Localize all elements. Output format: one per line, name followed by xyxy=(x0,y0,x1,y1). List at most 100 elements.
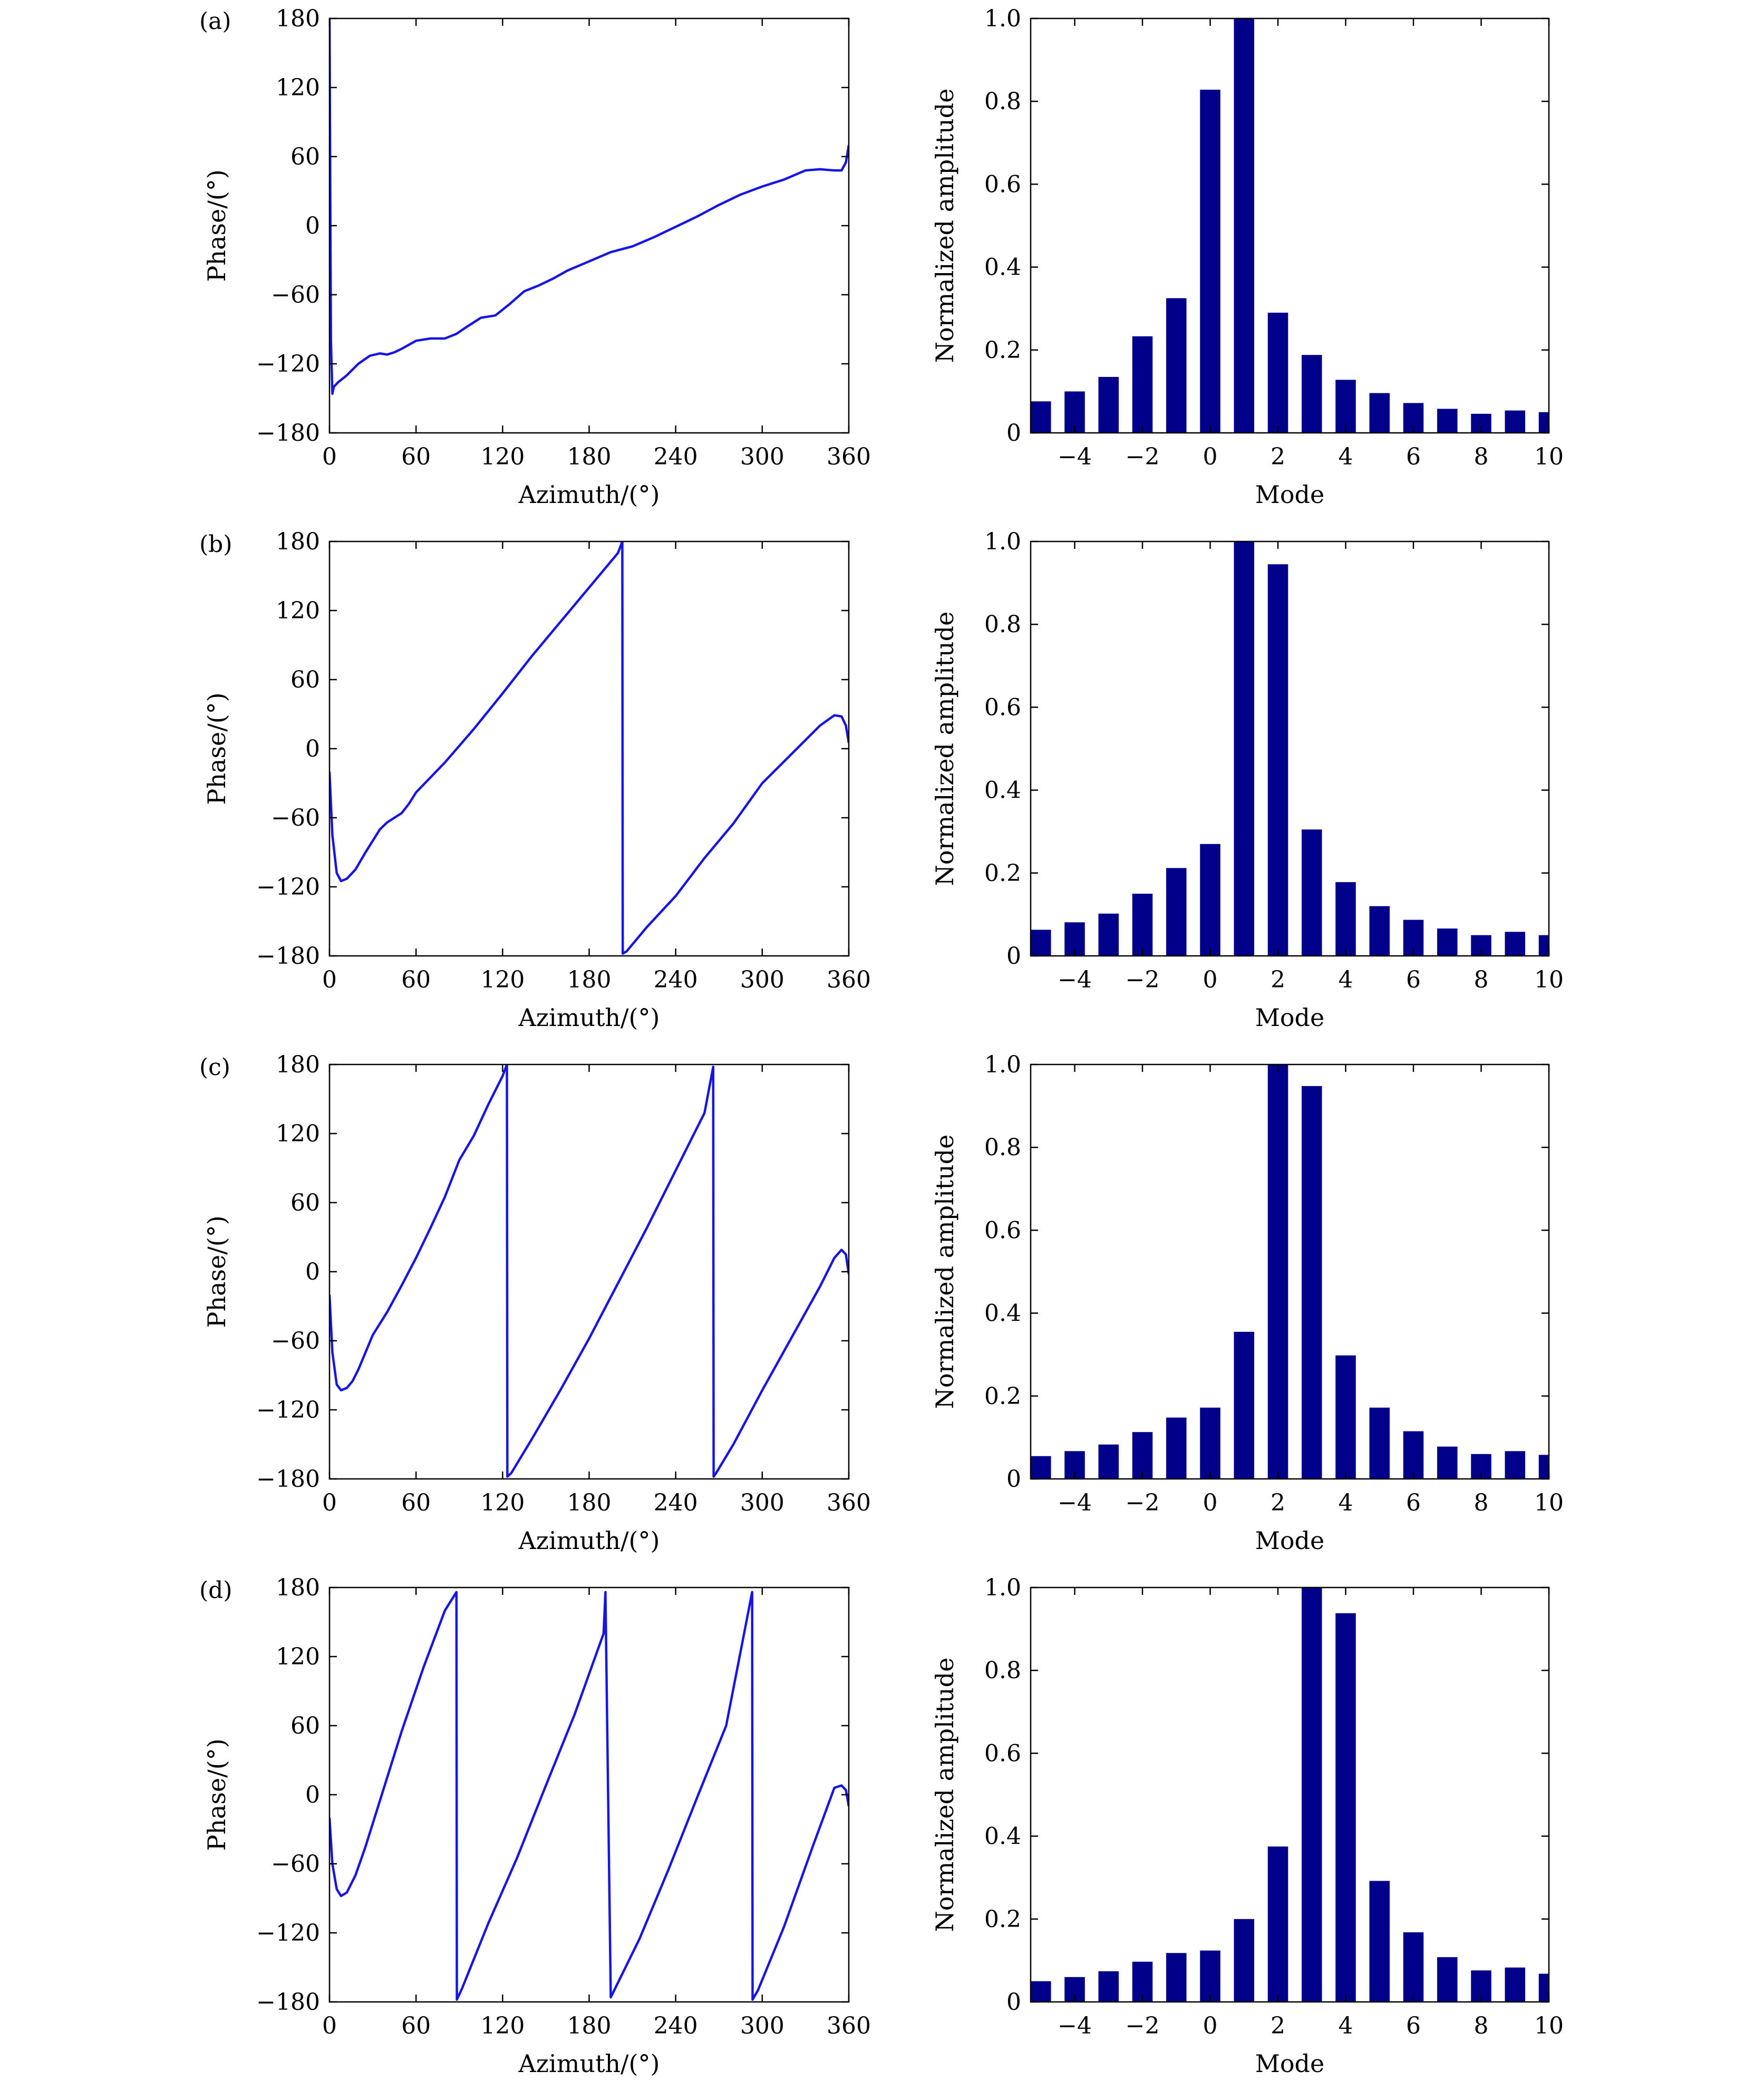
y-tick-label: −120 xyxy=(256,1920,320,1947)
y-tick-label: 0.8 xyxy=(984,611,1021,638)
x-tick-label: 180 xyxy=(567,1489,612,1516)
bar-chart-1: −4 −2 0 2 4 6 8 10 0 0.2 0.4 0.6 0.8 1.0 Mode Normalize… xyxy=(931,528,1564,1032)
x-axis-title: Mode xyxy=(1255,480,1324,509)
bar-mode--2 xyxy=(1132,894,1153,956)
bars xyxy=(1031,18,1549,433)
bar-mode-9 xyxy=(1505,1967,1526,2002)
bar-mode-1 xyxy=(1234,1331,1255,1479)
bar-chart-3: −4 −2 0 2 4 6 8 10 0 0.2 0.4 0.6 0.8 1.0 Mode Normalize… xyxy=(931,1574,1564,2078)
bar-mode-7 xyxy=(1437,1446,1458,1479)
y-tick-label: −120 xyxy=(256,351,320,378)
panel-label: (d) xyxy=(199,1577,232,1604)
bar-mode-9 xyxy=(1505,410,1526,433)
bar-mode-3 xyxy=(1301,1086,1322,1479)
bar-mode-5 xyxy=(1369,1881,1390,2002)
x-axis-title: Azimuth/(°) xyxy=(518,1003,660,1032)
plot-frame xyxy=(328,1063,850,1480)
y-tick-label: 0.2 xyxy=(984,337,1021,364)
x-tick-label: 8 xyxy=(1474,1489,1489,1516)
bar-mode--3 xyxy=(1098,1444,1119,1479)
y-tick-label: 0.2 xyxy=(984,860,1021,887)
bar-mode-0 xyxy=(1200,1950,1220,2002)
plot-frame xyxy=(328,1586,850,2003)
x-tick-label: 360 xyxy=(827,443,871,470)
x-tick-label: 300 xyxy=(740,1489,784,1516)
y-tick-label: 180 xyxy=(276,1574,320,1601)
bar-chart-2: −4 −2 0 2 4 6 8 10 0 0.2 0.4 0.6 0.8 1.0 Mode Normalize… xyxy=(931,1051,1564,1555)
phase-chart-1: 0 60 120 180 240 300 360 −180 −120 −60 0 60 120 180 Az… xyxy=(199,528,871,1032)
x-tick-label: −2 xyxy=(1126,966,1160,993)
phase-chart-0: 0 60 120 180 240 300 360 −180 −120 −60 0 60 120 180 Az… xyxy=(199,5,871,509)
y-tick-label: 0.4 xyxy=(984,777,1021,804)
y-tick-label: 0 xyxy=(1006,420,1021,447)
y-tick-label: −180 xyxy=(256,1989,320,2016)
panel-label: (c) xyxy=(199,1054,230,1081)
x-tick-label: 180 xyxy=(567,966,612,993)
y-tick-label: −60 xyxy=(271,1328,320,1354)
x-tick-label: 8 xyxy=(1474,966,1489,993)
x-tick-label: 10 xyxy=(1534,2012,1564,2039)
x-tick-label: 6 xyxy=(1406,1489,1421,1516)
phase-line xyxy=(329,18,849,395)
bars xyxy=(1031,541,1549,956)
bar-mode-10 xyxy=(1538,1455,1549,1479)
y-tick-label: −60 xyxy=(271,282,320,308)
x-tick-label: −2 xyxy=(1126,1489,1160,1516)
y-tick-label: 0 xyxy=(1006,1989,1021,2016)
y-tick-label: 120 xyxy=(276,1120,320,1147)
x-tick-label: 2 xyxy=(1271,1489,1285,1516)
bar-mode-3 xyxy=(1301,829,1322,956)
bars xyxy=(1031,1064,1549,1479)
bar-mode--1 xyxy=(1166,868,1187,956)
x-tick-label: 0 xyxy=(322,1489,337,1516)
y-tick-label: 120 xyxy=(276,1643,320,1670)
x-tick-label: −4 xyxy=(1058,966,1092,993)
bar-mode-7 xyxy=(1437,1957,1458,2002)
x-axis-title: Mode xyxy=(1255,1003,1324,1032)
bar-mode-5 xyxy=(1369,906,1390,956)
x-tick-label: 2 xyxy=(1271,966,1285,993)
bar-mode-3 xyxy=(1301,355,1322,433)
x-tick-label: 10 xyxy=(1534,966,1564,993)
y-tick-label: 0 xyxy=(1006,943,1021,970)
x-tick-label: −4 xyxy=(1058,443,1092,470)
y-tick-label: 180 xyxy=(276,528,320,555)
bar-mode-2 xyxy=(1267,1064,1288,1479)
x-tick-label: −4 xyxy=(1058,1489,1092,1516)
y-axis-title: Phase/(°) xyxy=(202,692,231,805)
x-tick-label: 240 xyxy=(654,966,698,993)
phase-chart-2: 0 60 120 180 240 300 360 −180 −120 −60 0 60 120 180 Az… xyxy=(199,1051,871,1555)
y-tick-label: 60 xyxy=(290,1712,320,1739)
phase-line xyxy=(329,1591,849,2001)
bar-mode--3 xyxy=(1098,1971,1119,2002)
y-tick-label: 60 xyxy=(290,143,320,170)
plot-frame xyxy=(328,17,850,434)
y-tick-label: 0.4 xyxy=(984,254,1021,281)
y-tick-label: −180 xyxy=(256,420,320,447)
y-tick-label: 0.8 xyxy=(984,88,1021,115)
bar-chart-0: −4 −2 0 2 4 6 8 10 0 0.2 0.4 0.6 0.8 1.0 Mode Normalize… xyxy=(931,5,1564,509)
y-tick-label: 0 xyxy=(305,735,320,762)
y-tick-label: 1.0 xyxy=(984,528,1021,555)
x-tick-label: 240 xyxy=(654,1489,698,1516)
x-tick-label: −2 xyxy=(1126,443,1160,470)
bar-mode--5 xyxy=(1031,401,1051,433)
x-tick-label: 60 xyxy=(401,966,431,993)
bar-mode-1 xyxy=(1234,541,1255,956)
x-tick-label: 6 xyxy=(1406,2012,1421,2039)
bar-mode-7 xyxy=(1437,409,1458,433)
bar-mode-4 xyxy=(1335,882,1356,956)
x-tick-label: 300 xyxy=(740,966,784,993)
x-axis-title: Mode xyxy=(1255,2049,1324,2078)
panel-label: (a) xyxy=(199,8,231,35)
y-axis-title: Phase/(°) xyxy=(202,169,231,282)
bar-mode-10 xyxy=(1538,935,1549,956)
x-tick-label: 8 xyxy=(1474,2012,1489,2039)
y-tick-label: −180 xyxy=(256,943,320,970)
y-tick-label: 0.2 xyxy=(984,1383,1021,1410)
y-tick-label: 0 xyxy=(305,1259,320,1285)
bar-mode-10 xyxy=(1538,412,1549,433)
plot-frame xyxy=(1030,1063,1550,1480)
bar-mode-7 xyxy=(1437,928,1458,956)
x-tick-label: 240 xyxy=(654,2012,698,2039)
